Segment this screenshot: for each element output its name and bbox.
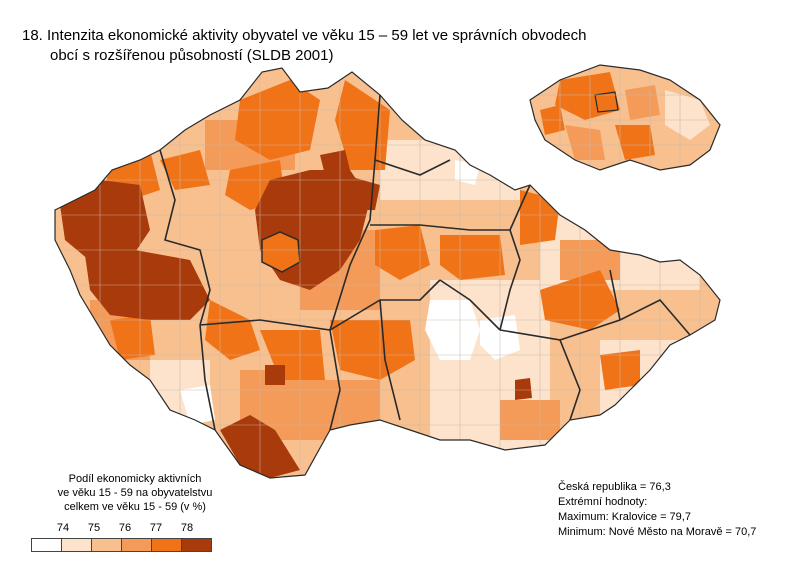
legend-title: Podíl ekonomicky aktivních ve věku 15 - … <box>40 472 230 514</box>
legend-title-line: Podíl ekonomicky aktivních <box>68 473 202 485</box>
legend-swatch <box>61 538 92 552</box>
map-title-line2: obcí s rozšířenou působností (SLDB 2001) <box>50 47 334 64</box>
map-title: 18. Intenzita ekonomické aktivity obyvat… <box>22 26 587 66</box>
map-title-line1: 18. Intenzita ekonomické aktivity obyvat… <box>22 27 587 44</box>
legend-title-line: ve věku 15 - 59 na obyvatelstvu <box>57 487 213 499</box>
legend-swatch <box>121 538 152 552</box>
inset-border <box>529 64 721 171</box>
legend-tick: 75 <box>87 522 101 534</box>
legend-swatch <box>181 538 212 552</box>
maximum-value: Maximum: Kralovice = 79,7 <box>558 511 691 523</box>
legend-swatches <box>31 538 212 552</box>
legend-swatch <box>31 538 62 552</box>
region-boundaries <box>54 67 721 479</box>
statistics-box: Česká republika = 76,3 Extrémní hodnoty:… <box>558 480 756 540</box>
legend-swatch <box>91 538 122 552</box>
legend-tick: 76 <box>118 522 132 534</box>
legend-title-line: celkem ve věku 15 - 59 (v %) <box>64 501 206 513</box>
legend-swatch <box>151 538 182 552</box>
legend-tick: 77 <box>149 522 163 534</box>
legend-ticks: 74 75 76 77 78 <box>30 522 230 536</box>
country-value: Česká republika = 76,3 <box>558 481 671 493</box>
extremes-label: Extrémní hodnoty: <box>558 496 648 508</box>
legend-tick: 74 <box>56 522 70 534</box>
legend-tick: 78 <box>180 522 194 534</box>
minimum-value: Minimum: Nové Město na Moravě = 70,7 <box>558 526 757 538</box>
